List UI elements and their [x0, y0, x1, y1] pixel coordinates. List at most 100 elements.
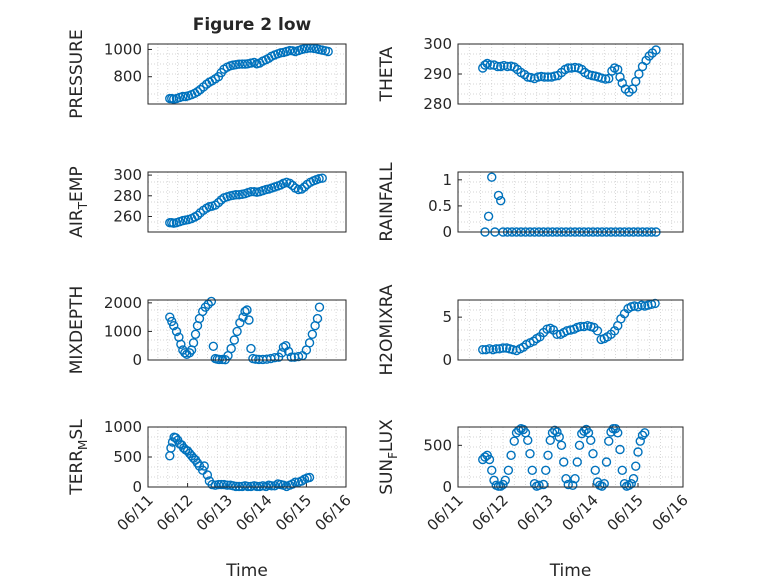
data-point	[317, 173, 327, 183]
data-point	[244, 315, 254, 325]
series-points	[165, 43, 333, 104]
data-point	[499, 60, 509, 71]
data-point	[167, 316, 177, 327]
data-point	[509, 436, 519, 446]
data-point	[579, 321, 589, 332]
data-point	[240, 306, 250, 317]
data-point	[178, 91, 188, 102]
data-point	[494, 344, 505, 354]
data-point	[539, 72, 550, 82]
data-point	[192, 87, 203, 97]
data-point	[556, 440, 567, 451]
data-point	[640, 428, 650, 438]
data-point	[165, 312, 175, 322]
y-axis-label: RAINFALL	[377, 162, 397, 242]
data-point	[293, 351, 304, 362]
grid	[458, 44, 683, 104]
data-point	[176, 339, 186, 349]
data-point	[650, 298, 660, 309]
x-tick-label: 06/16	[649, 491, 692, 534]
data-point	[604, 436, 614, 446]
data-point	[216, 479, 226, 490]
data-point	[270, 353, 280, 363]
data-point	[296, 184, 307, 194]
x-tick-label: 06/12	[153, 491, 196, 534]
data-point	[552, 427, 562, 437]
series-points	[165, 432, 315, 492]
data-point	[199, 461, 209, 471]
data-point	[312, 313, 323, 324]
y-axis-label: MIXDEPTH	[67, 286, 87, 375]
data-point	[478, 345, 488, 355]
data-point	[597, 73, 607, 83]
data-point	[624, 480, 634, 491]
y-tick-label: 0.5	[428, 197, 452, 215]
axes-box	[147, 43, 347, 105]
data-point	[633, 447, 643, 457]
data-point	[572, 457, 582, 467]
data-point	[631, 461, 641, 471]
data-point	[246, 186, 256, 197]
data-point	[637, 430, 648, 441]
data-point	[599, 478, 609, 489]
data-point	[577, 64, 587, 75]
data-point	[527, 465, 537, 476]
data-point	[323, 46, 333, 57]
data-point	[493, 190, 504, 201]
y-tick-label: 1000	[104, 322, 142, 340]
y-tick-label: 280	[113, 187, 142, 205]
y-tick-label: 260	[113, 207, 142, 225]
data-point	[290, 477, 301, 487]
x-tick-label: 06/15	[272, 491, 315, 534]
data-point	[232, 326, 242, 337]
x-tick-label: 06/14	[559, 491, 602, 534]
y-tick-label: 0	[442, 351, 452, 369]
data-point	[550, 425, 560, 436]
data-point	[314, 302, 325, 312]
data-point	[563, 479, 573, 490]
data-point	[613, 428, 623, 438]
data-point	[538, 479, 549, 490]
data-point	[563, 63, 573, 73]
data-point	[559, 457, 569, 467]
x-tick-label: 06/15	[604, 491, 647, 534]
x-tick-label: 06/12	[469, 491, 512, 534]
data-point	[231, 190, 241, 200]
data-point	[480, 60, 490, 70]
data-point	[304, 338, 315, 348]
data-point	[541, 465, 551, 476]
x-tick-label: 06/16	[312, 491, 355, 534]
data-point	[307, 329, 318, 339]
data-point	[525, 448, 535, 459]
y-tick-label: 300	[113, 166, 142, 184]
data-point	[592, 326, 603, 336]
axes-box	[457, 171, 684, 233]
series-points	[165, 296, 325, 365]
data-point	[237, 59, 247, 69]
data-point	[628, 473, 639, 484]
data-point	[609, 326, 620, 336]
y-axis-label: SUNFLUX	[377, 419, 400, 495]
data-point	[552, 329, 562, 339]
data-point	[214, 354, 224, 365]
data-point	[243, 481, 253, 492]
series-points	[165, 173, 327, 228]
data-point	[202, 470, 213, 480]
data-point	[492, 61, 503, 72]
data-point	[190, 329, 201, 339]
y-tick-label: 280	[423, 95, 452, 113]
data-point	[484, 344, 495, 354]
grid	[458, 172, 683, 232]
y-tick-label: 0	[132, 478, 142, 496]
subplot-4: 0 0.5 1 RAINFALL	[377, 162, 684, 242]
data-point	[234, 481, 244, 492]
data-point	[304, 472, 315, 483]
series-points	[478, 298, 660, 356]
data-point	[234, 59, 244, 69]
grid	[148, 427, 346, 487]
data-point	[604, 73, 614, 84]
subplot-5: 0 1000 2000 MIXDEPTH	[67, 286, 347, 375]
data-point	[502, 61, 513, 72]
